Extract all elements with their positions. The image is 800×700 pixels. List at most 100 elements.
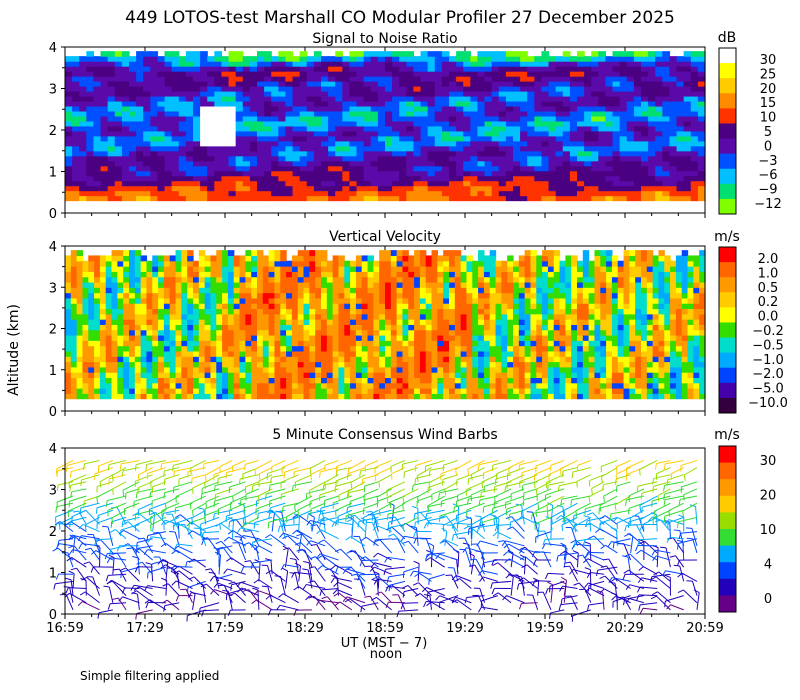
snr-cell bbox=[498, 115, 507, 122]
velocity-cell bbox=[472, 329, 479, 336]
velocity-cell bbox=[414, 382, 421, 389]
velocity-cell bbox=[105, 393, 113, 400]
snr-cell bbox=[655, 105, 663, 112]
snr-cell bbox=[107, 170, 116, 177]
snr-cell bbox=[136, 120, 144, 127]
snr-cell bbox=[441, 170, 450, 177]
snr-cell bbox=[484, 90, 493, 97]
snr-cell bbox=[363, 61, 372, 67]
velocity-cell bbox=[268, 377, 276, 384]
snr-cell bbox=[569, 160, 578, 167]
snr-cell bbox=[697, 86, 706, 92]
snr-cell bbox=[121, 105, 130, 112]
velocity-cell bbox=[478, 324, 485, 331]
velocity-cell bbox=[402, 297, 409, 304]
velocity-cell bbox=[134, 366, 142, 373]
snr-cell bbox=[569, 145, 578, 152]
velocity-cell bbox=[344, 388, 351, 394]
velocity-cell bbox=[181, 372, 188, 379]
snr-cell bbox=[441, 56, 450, 62]
velocity-cell bbox=[367, 329, 374, 336]
velocity-cell bbox=[82, 329, 89, 336]
velocity-cell bbox=[536, 329, 543, 336]
snr-cell bbox=[377, 170, 386, 177]
snr-cell bbox=[612, 170, 621, 177]
snr-cell bbox=[114, 120, 123, 127]
snr-cell bbox=[399, 51, 407, 57]
snr-cell bbox=[150, 150, 159, 157]
snr-cell bbox=[392, 115, 400, 122]
snr-cell bbox=[328, 71, 336, 77]
velocity-cell bbox=[373, 324, 380, 331]
snr-cell bbox=[463, 81, 471, 87]
velocity-cell bbox=[216, 334, 223, 341]
snr-cell bbox=[456, 125, 464, 132]
snr-cell bbox=[242, 66, 251, 72]
snr-cell bbox=[72, 150, 80, 157]
snr-cell bbox=[328, 165, 336, 172]
velocity-cell bbox=[425, 366, 433, 373]
velocity-cell bbox=[175, 366, 182, 373]
snr-cell bbox=[598, 190, 607, 197]
velocity-cell bbox=[274, 345, 281, 352]
velocity-cell bbox=[437, 350, 444, 357]
snr-cell bbox=[648, 165, 656, 172]
snr-cell bbox=[541, 61, 550, 67]
velocity-cell bbox=[88, 303, 95, 310]
snr-cell bbox=[228, 115, 237, 122]
snr-cell bbox=[434, 110, 443, 117]
snr-cell bbox=[648, 66, 656, 72]
snr-cell bbox=[548, 135, 557, 142]
velocity-cell bbox=[65, 308, 72, 315]
velocity-cell bbox=[466, 361, 473, 368]
snr-cell bbox=[648, 115, 656, 122]
velocity-cell bbox=[88, 297, 95, 304]
velocity-cell bbox=[210, 340, 217, 347]
velocity-cell bbox=[373, 260, 380, 267]
snr-cell bbox=[399, 190, 407, 197]
snr-cell bbox=[484, 130, 493, 137]
snr-cell bbox=[541, 190, 550, 197]
velocity-cell bbox=[483, 334, 491, 341]
snr-cell bbox=[498, 135, 507, 142]
snr-cell bbox=[505, 135, 514, 142]
velocity-cell bbox=[367, 345, 374, 352]
snr-cell bbox=[598, 135, 607, 142]
velocity-cell bbox=[146, 276, 153, 283]
snr-cell bbox=[676, 145, 685, 152]
velocity-cell bbox=[309, 313, 316, 320]
velocity-cell bbox=[483, 313, 491, 320]
snr-cell bbox=[498, 185, 507, 192]
snr-cell bbox=[484, 95, 493, 102]
velocity-cell bbox=[309, 388, 316, 394]
snr-cell bbox=[86, 120, 95, 127]
velocity-cell bbox=[65, 266, 72, 272]
snr-cell bbox=[584, 145, 592, 152]
snr-cell bbox=[420, 95, 429, 102]
snr-cell bbox=[257, 155, 265, 162]
snr-cell bbox=[114, 185, 123, 192]
snr-cell bbox=[541, 165, 550, 172]
velocity-cell bbox=[495, 319, 502, 325]
velocity-cell bbox=[233, 260, 241, 267]
velocity-cell bbox=[222, 377, 229, 384]
snr-cell bbox=[427, 56, 436, 62]
velocity-cell bbox=[530, 334, 537, 341]
snr-cell bbox=[690, 86, 699, 92]
velocity-cell bbox=[489, 266, 497, 272]
velocity-cell bbox=[326, 372, 334, 379]
snr-cell bbox=[505, 90, 514, 97]
velocity-cell bbox=[466, 377, 473, 384]
velocity-cell bbox=[280, 271, 287, 278]
velocity-cell bbox=[99, 361, 107, 368]
velocity-cell bbox=[94, 350, 101, 357]
snr-cell bbox=[669, 61, 678, 67]
snr-cell bbox=[655, 71, 663, 77]
snr-cell bbox=[370, 165, 379, 172]
velocity-cell bbox=[169, 393, 177, 400]
snr-cell bbox=[185, 56, 194, 62]
snr-cell bbox=[150, 190, 159, 197]
snr-cell bbox=[328, 110, 336, 117]
velocity-cell bbox=[315, 382, 322, 389]
snr-cell bbox=[491, 86, 500, 92]
